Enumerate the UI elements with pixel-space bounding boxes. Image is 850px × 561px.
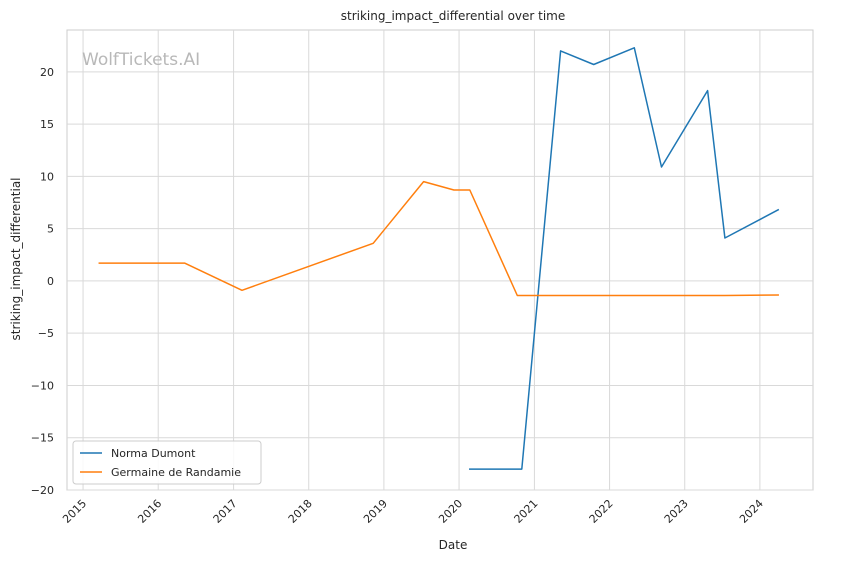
x-axis-title: Date <box>439 538 468 552</box>
y-axis-tick-labels: −20 −15 −10 −5 0 5 10 15 20 <box>31 66 54 497</box>
chart-title: striking_impact_differential over time <box>341 9 566 23</box>
y-tick-label: 0 <box>47 275 54 288</box>
plot-area: WolfTickets.AI <box>66 29 814 491</box>
watermark-text: WolfTickets.AI <box>82 50 200 70</box>
legend-box <box>72 440 262 485</box>
y-tick-label: 5 <box>47 223 54 236</box>
y-axis-title: striking_impact_differential <box>9 177 23 340</box>
series-lines <box>98 47 780 470</box>
grid-horizontal <box>67 71 813 491</box>
grid-vertical <box>82 30 761 490</box>
y-tick-label: −10 <box>31 379 54 392</box>
y-tick-label: 15 <box>40 118 54 131</box>
plot-frame <box>66 29 814 491</box>
series-line-1 <box>98 180 779 297</box>
y-tick-label: −20 <box>31 484 54 497</box>
legend-label: Germaine de Randamie <box>111 466 241 479</box>
legend: Norma Dumont Germaine de Randamie <box>72 440 262 485</box>
y-tick-label: −5 <box>38 327 54 340</box>
legend-items: Norma Dumont Germaine de Randamie <box>80 447 241 479</box>
series-line-0 <box>469 47 780 470</box>
legend-label: Norma Dumont <box>111 447 196 460</box>
y-tick-label: 10 <box>40 170 54 183</box>
y-tick-label: −15 <box>31 432 54 445</box>
y-tick-label: 20 <box>40 66 54 79</box>
